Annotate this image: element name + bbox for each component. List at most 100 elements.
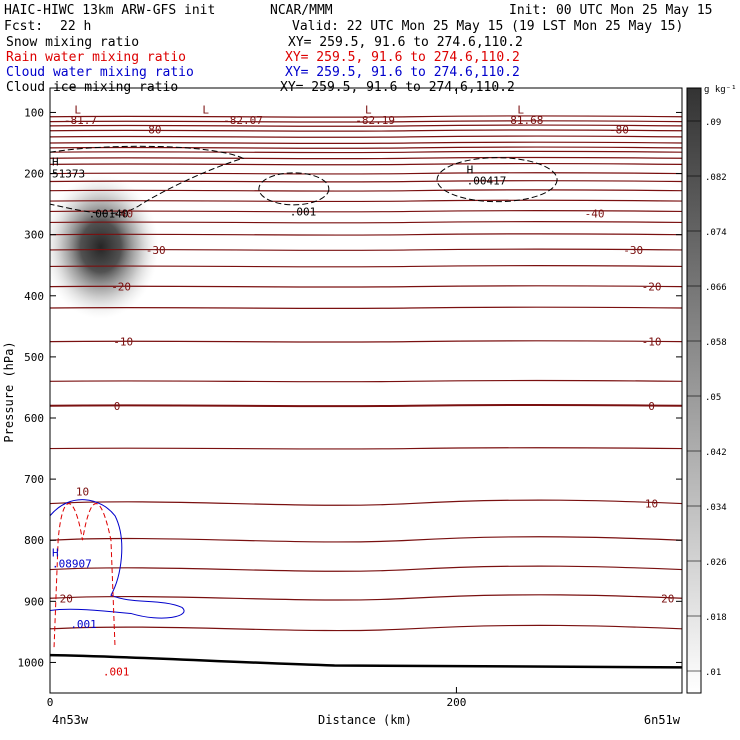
colorbar-level-label: .058 <box>705 338 727 348</box>
isotherm-label: -82.07 <box>223 114 263 127</box>
fcst-value: 22 h <box>60 19 92 34</box>
field-xy-snow: XY= 259.5, 91.6 to 274.6,110.2 <box>288 35 523 50</box>
extremum-label: 51373 <box>52 168 85 181</box>
colorbar-level-label: .05 <box>705 393 721 403</box>
colorbar-level-label: .066 <box>705 283 727 293</box>
isotherm-line <box>50 264 682 268</box>
isotherm-label: -40 <box>113 207 133 220</box>
isotherm-line <box>50 172 682 175</box>
isotherm-label: -80 <box>142 124 162 137</box>
extremum-label: .001 <box>290 205 317 218</box>
isotherm-label: -81.68 <box>504 114 544 127</box>
rain-contour <box>53 503 116 648</box>
field-xy-cloud-water: XY= 259.5, 91.6 to 274.6,110.2 <box>285 65 520 80</box>
extremum-label: L <box>517 103 524 116</box>
cloud-ice-contour <box>436 157 558 203</box>
isotherm-line <box>50 248 682 251</box>
valid-time: Valid: 22 UTC Mon 25 May 15 (19 LST Mon … <box>292 19 684 34</box>
isotherm-line <box>50 162 682 166</box>
colorbar-unit: g kg⁻¹ <box>704 85 737 95</box>
plot-frame <box>49 87 683 694</box>
isotherm-line <box>50 129 682 132</box>
extremum-label: L <box>202 103 209 116</box>
isotherm-label: -81.7 <box>64 114 97 127</box>
isotherm-label: 10 <box>645 498 658 511</box>
field-name-snow: Snow mixing ratio <box>6 35 140 50</box>
isotherm-label: -82.19 <box>355 114 395 127</box>
colorbar-level-label: .01 <box>705 668 721 678</box>
isotherm-line <box>50 146 682 149</box>
isotherm-label: 10 <box>76 485 89 498</box>
y-tick-label: 700 <box>24 473 44 486</box>
isotherm-line <box>50 124 682 127</box>
isotherm-label: 20 <box>60 592 73 605</box>
y-axis-title: Pressure (hPa) <box>2 341 16 442</box>
isotherm-line <box>50 189 682 192</box>
isotherm-line <box>50 233 682 236</box>
field-name-cloud-water: Cloud water mixing ratio <box>6 65 194 80</box>
y-tick-label: 600 <box>24 412 44 425</box>
isotherm-line <box>50 115 682 118</box>
colorbar: g kg⁻¹ .01 .018 .026 .034 .042 .05 .058 .066 .07… <box>686 85 737 694</box>
y-tick-label: 800 <box>24 534 44 547</box>
isotherm-line <box>50 536 682 543</box>
isotherm-line <box>50 156 682 160</box>
isotherm-line <box>50 141 682 145</box>
colorbar-level-label: .042 <box>705 448 727 458</box>
isotherm-line <box>50 199 682 203</box>
rain-label: .001 <box>103 666 130 679</box>
isotherm-line <box>50 150 682 154</box>
isotherm-line <box>50 340 682 343</box>
x-tick-label: 200 <box>446 696 466 709</box>
y-tick-label: 300 <box>24 229 44 242</box>
cloud-water-label: .08907 <box>52 557 92 570</box>
isotherm-line <box>50 624 682 632</box>
cloud-water-label: H <box>52 546 59 559</box>
colorbar-level-label: .074 <box>705 228 727 238</box>
org-label: NCAR/MMM <box>270 3 333 18</box>
extremum-label: .00140 <box>89 207 129 220</box>
terrain-line <box>50 653 682 669</box>
isotherm-line <box>50 499 682 506</box>
isotherm-line <box>50 447 682 450</box>
isotherm-label: -40 <box>585 207 605 220</box>
isotherm-label: -30 <box>146 244 166 257</box>
snow-mixing-ratio-shading <box>50 174 159 319</box>
x-endpoint-left: 4n53w <box>52 713 89 727</box>
extremum-label: L <box>365 103 372 116</box>
isotherm-label: -10 <box>642 336 662 349</box>
extremum-label: L <box>74 103 81 116</box>
extremum-label: H <box>467 163 474 176</box>
x-endpoint-right: 6n51w <box>644 713 681 727</box>
cloud-water-contour <box>50 499 185 619</box>
isotherm-line <box>50 120 682 123</box>
isotherm-label: -80 <box>609 124 629 137</box>
isotherm-line <box>50 306 682 310</box>
isotherm-label: -30 <box>623 244 643 257</box>
isotherm-label: -10 <box>113 336 133 349</box>
isotherm-line <box>50 403 682 408</box>
isotherm-line <box>50 220 682 224</box>
cloud-ice-contour <box>258 172 330 206</box>
isotherm-line <box>50 379 682 383</box>
colorbar-level-label: .026 <box>705 558 727 568</box>
isotherm-label: 0 <box>114 400 121 413</box>
colorbar-level-label: .082 <box>705 173 727 183</box>
field-name-rain: Rain water mixing ratio <box>6 50 187 65</box>
y-tick-label: 400 <box>24 290 44 303</box>
isotherm-line <box>50 209 682 213</box>
colorbar-ramp <box>686 87 702 694</box>
colorbar-level-label: .018 <box>705 613 727 623</box>
y-tick-label: 100 <box>24 106 44 119</box>
extremum-label: H <box>52 155 59 168</box>
cloud-ice-contour <box>50 145 245 214</box>
isotherm-line <box>50 565 682 572</box>
isotherm-label: -20 <box>642 281 662 294</box>
isotherm-line <box>50 285 682 288</box>
isotherm-label: 0 <box>648 400 655 413</box>
isotherm-line <box>50 135 682 138</box>
isotherm-line <box>50 180 682 183</box>
isotherm-line <box>50 594 682 601</box>
model-title: HAIC-HIWC 13km ARW-GFS init <box>4 3 216 18</box>
